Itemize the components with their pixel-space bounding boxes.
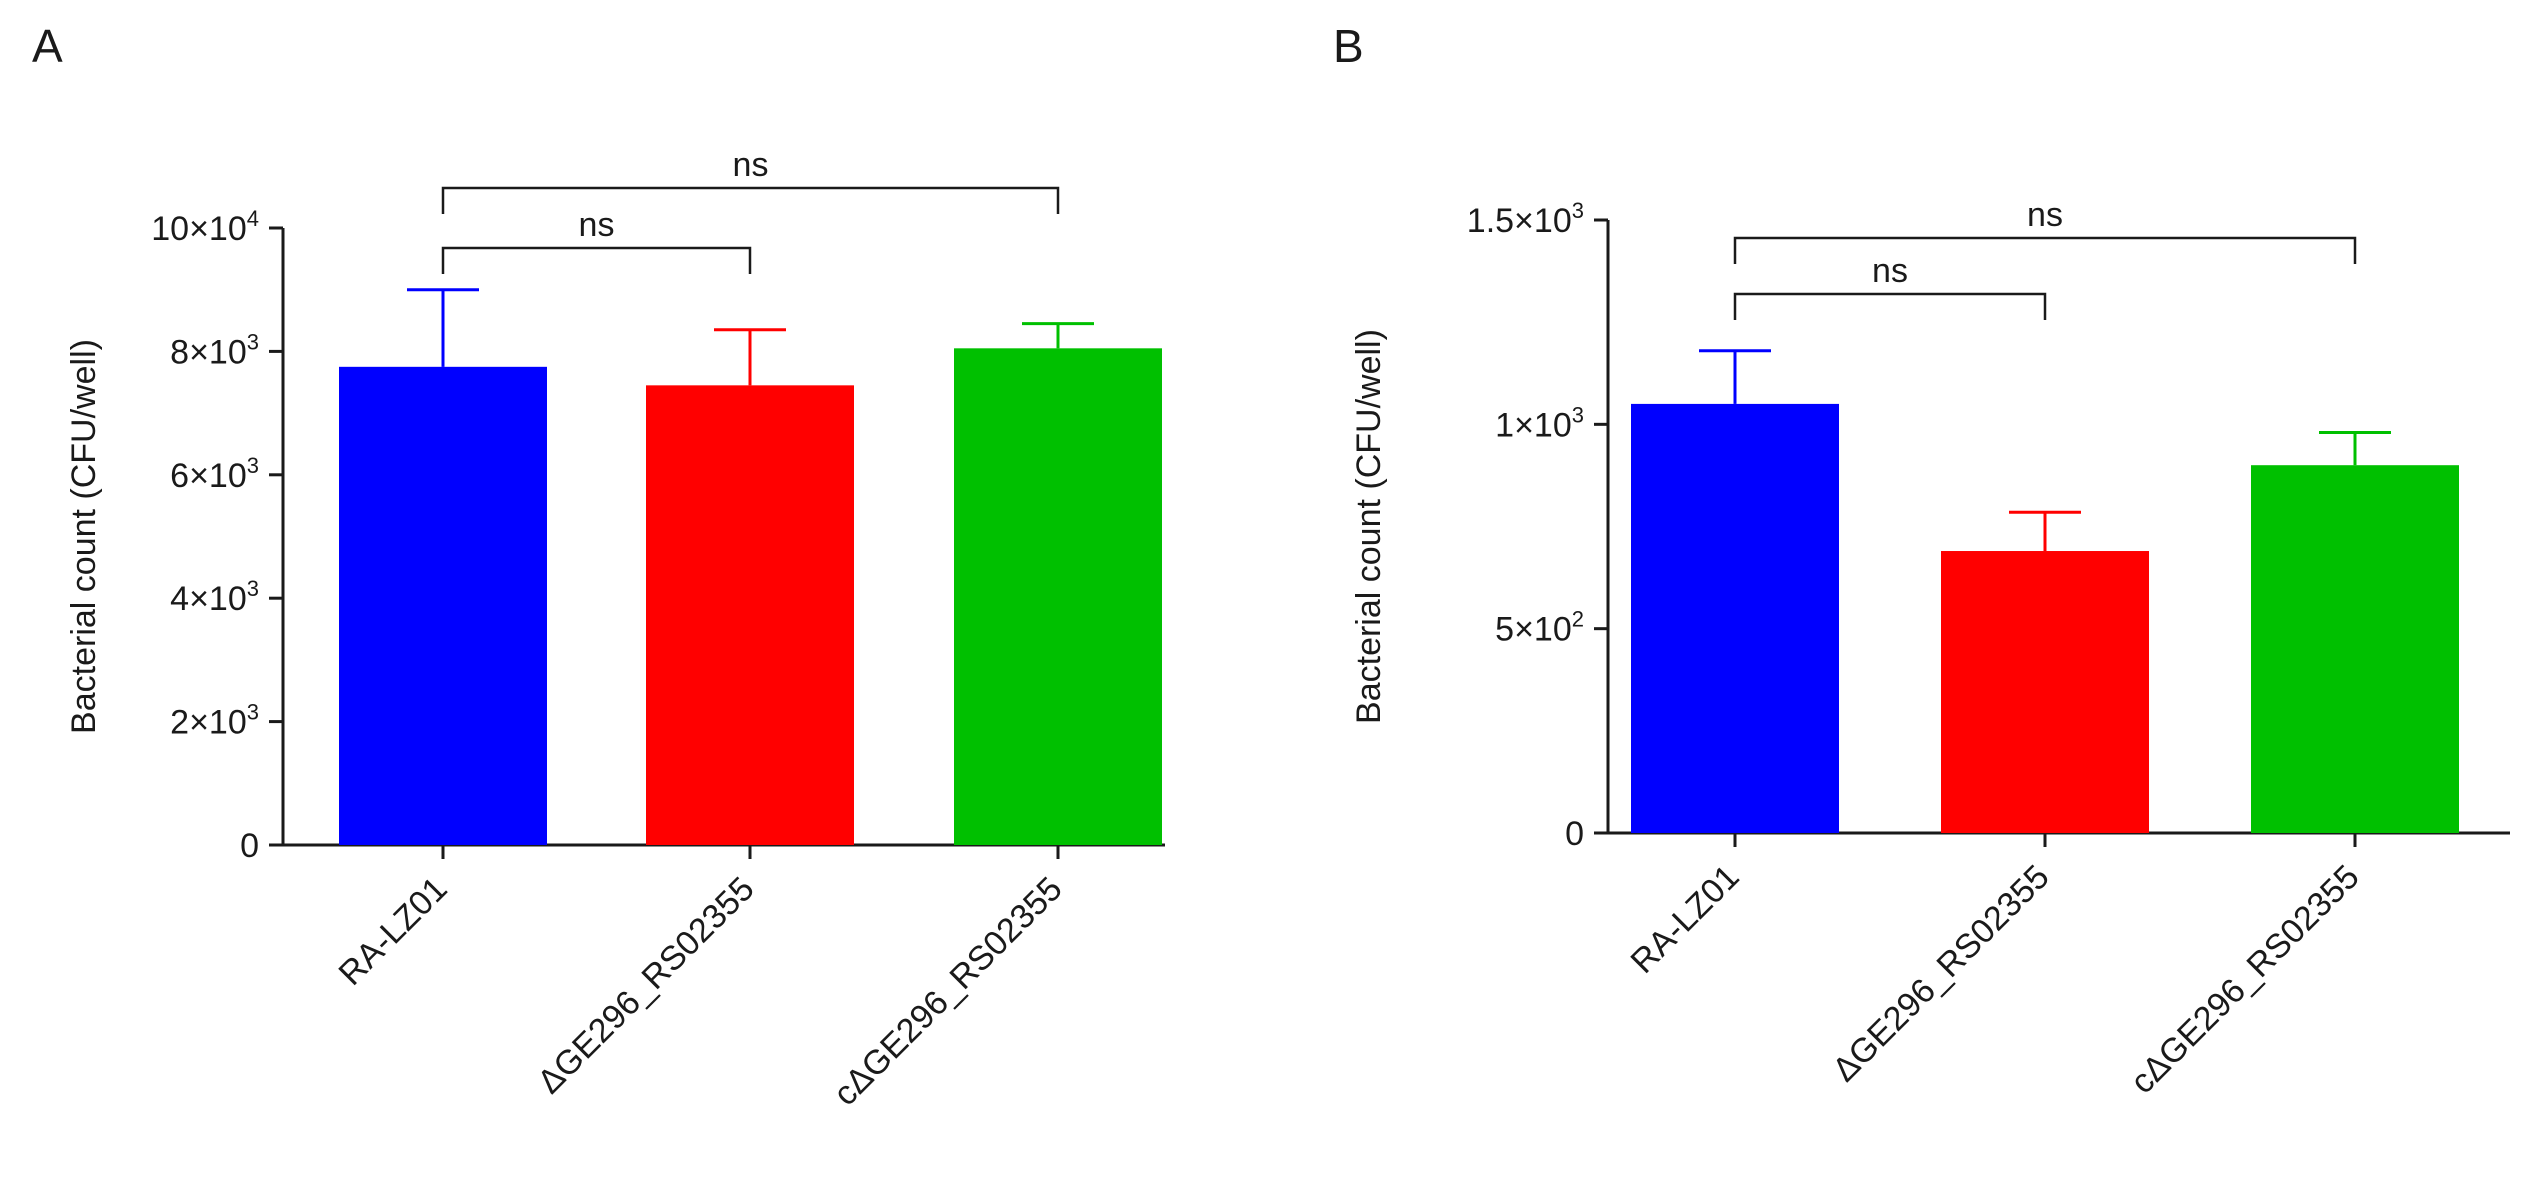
x-tick-label: cΔGE296_RS02355 [826,870,1069,1113]
y-axis-title: Bacterial count (CFU/well) [1350,329,1388,724]
significance-label: ns [733,146,769,184]
bar [954,348,1162,845]
significance-bracket [1733,236,2357,264]
bar [1941,551,2149,833]
bar [2251,465,2459,833]
significance-bracket [441,186,1060,214]
y-tick-label: 6×103 [170,453,259,495]
significance-label: ns [579,206,615,244]
y-tick-label: 1×103 [1495,402,1584,444]
significance-label: ns [1872,252,1908,290]
y-tick-label: 5×102 [1495,607,1584,649]
significance-label: ns [2027,196,2063,234]
y-tick-label: 1.5×103 [1467,198,1584,240]
panel-letter: B [1333,20,1364,72]
x-tick-label: ΔGE296_RS02355 [530,870,761,1101]
bar [339,366,547,845]
y-axis-title: Bacterial count (CFU/well) [65,339,103,734]
y-tick-label: 2×103 [170,700,259,742]
x-tick-label: cΔGE296_RS02355 [2123,858,2366,1101]
chart-panel-b: B 0 5×102 1×103 1.5×103 Bacterial count (CFU/… [1333,20,2510,1101]
significance-bracket [1733,292,2047,320]
bar [1631,403,1839,833]
y-tick-label: 4×103 [170,576,259,618]
x-tick-label: ΔGE296_RS02355 [1825,858,2056,1089]
y-tick-label: 0 [1565,815,1584,853]
chart-panel-a: A 0 2×103 4×103 6×103 8×103 10×104 Bacterial co… [32,20,1165,1113]
x-tick-label: RA-LZ01 [332,870,455,993]
y-tick-label: 10×104 [151,206,259,248]
y-tick-label: 8×103 [170,329,259,371]
significance-bracket [441,246,752,274]
bar [646,385,854,845]
panel-letter: A [32,20,63,72]
y-tick-label: 0 [240,827,259,865]
x-tick-label: RA-LZ01 [1624,858,1747,981]
